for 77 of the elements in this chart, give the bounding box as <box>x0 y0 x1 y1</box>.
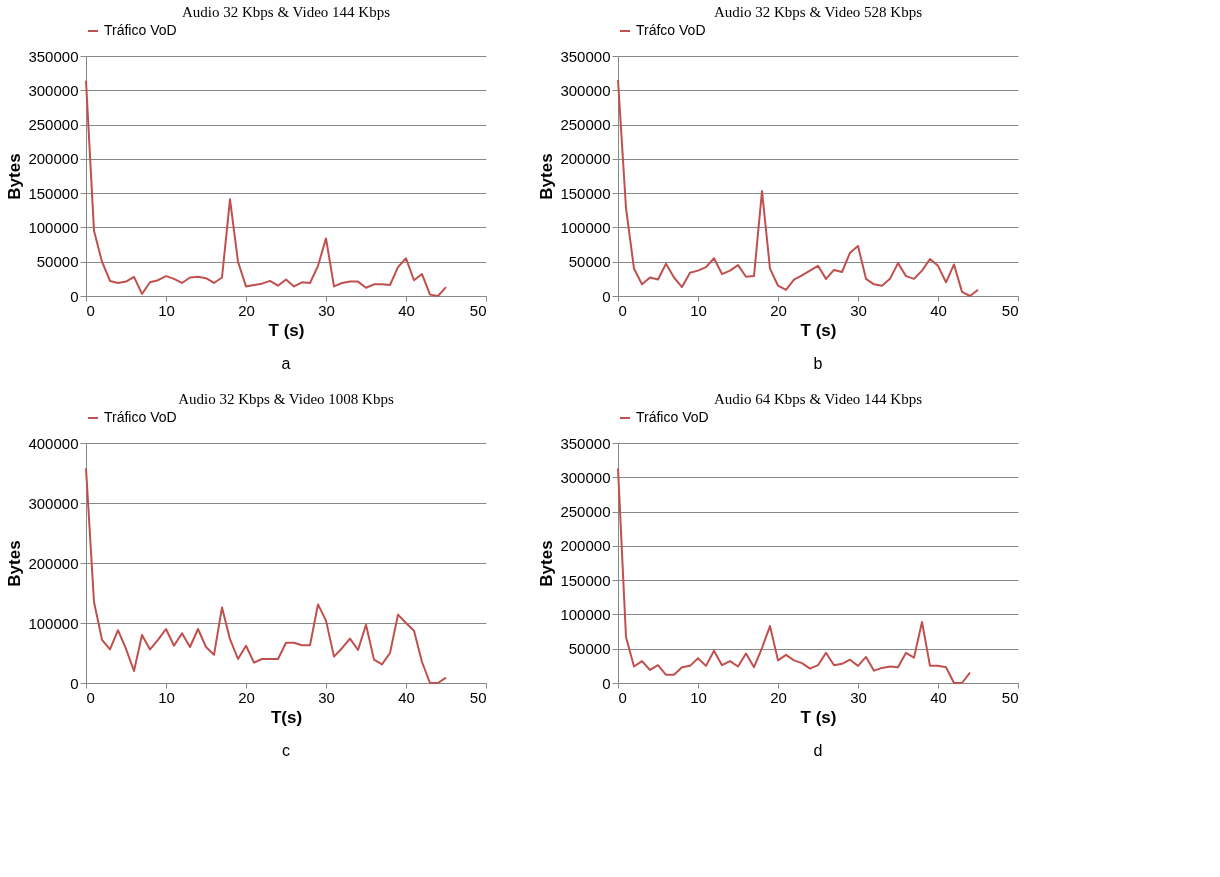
x-tick-label: 20 <box>770 688 787 706</box>
x-tick-label: 10 <box>158 301 175 319</box>
y-tick-label: 300000 <box>560 468 611 486</box>
y-tick-label: 250000 <box>560 116 611 134</box>
y-tick-label: 150000 <box>28 184 79 202</box>
x-tick-label: 0 <box>86 688 95 706</box>
x-tick-label: 30 <box>850 301 867 319</box>
x-axis-title: T (s) <box>268 320 305 340</box>
line-series <box>85 79 447 297</box>
text: b <box>813 355 823 372</box>
y-tick-label: 350000 <box>560 47 611 65</box>
y-tick-label: 0 <box>602 287 611 305</box>
y-tick-label: 250000 <box>28 116 79 134</box>
y-tick-label: 300000 <box>560 81 611 99</box>
y-tick-label: 300000 <box>28 81 79 99</box>
y-tick-label: 200000 <box>28 150 79 168</box>
x-tick-label: 40 <box>398 688 415 706</box>
x-tick-label: 0 <box>618 301 627 319</box>
x-tick-label: 30 <box>850 688 867 706</box>
y-tick-label: 50000 <box>568 640 611 658</box>
x-tick-label: 50 <box>469 688 487 706</box>
y-tick-label: 150000 <box>560 571 611 589</box>
y-tick-label: 200000 <box>560 150 611 168</box>
y-axis-title: Bytes <box>5 540 25 587</box>
line-series <box>85 467 447 684</box>
x-tick-label: 50 <box>1001 301 1019 319</box>
y-tick-label: 250000 <box>560 503 611 521</box>
y-tick-label: 50000 <box>36 253 79 271</box>
text: c <box>282 742 290 759</box>
legend-label: Tráfco VoD <box>636 22 706 38</box>
x-axis-title: T (s) <box>800 707 837 727</box>
y-tick-label: 200000 <box>560 537 611 555</box>
x-tick-label: 40 <box>930 688 947 706</box>
text: a <box>281 355 291 372</box>
x-axis-title: T(s) <box>270 707 303 727</box>
text: d <box>813 742 823 759</box>
y-axis-title: Bytes <box>537 540 557 587</box>
line-series <box>617 79 979 297</box>
legend-label: Tráfico VoD <box>636 409 709 425</box>
legend-label: Tráfico VoD <box>104 409 177 425</box>
chart-title: Audio 64 Kbps & Video 144 Kbps <box>714 391 923 407</box>
line-series <box>617 467 971 684</box>
x-tick-label: 20 <box>238 688 255 706</box>
y-axis-title: Bytes <box>537 153 557 200</box>
x-tick-label: 0 <box>86 301 95 319</box>
x-tick-label: 10 <box>158 688 175 706</box>
x-tick-label: 20 <box>770 301 787 319</box>
y-tick-label: 0 <box>602 674 611 692</box>
x-tick-label: 10 <box>690 688 707 706</box>
x-tick-label: 50 <box>469 301 487 319</box>
x-tick-label: 30 <box>318 301 335 319</box>
x-tick-label: 40 <box>930 301 947 319</box>
y-tick-label: 400000 <box>28 434 79 452</box>
chart-title: Audio 32 Kbps & Video 1008 Kbps <box>178 391 394 407</box>
y-tick-label: 350000 <box>560 434 611 452</box>
y-axis-title: Bytes <box>5 153 25 200</box>
y-tick-label: 100000 <box>560 218 611 236</box>
x-axis-title: T (s) <box>800 320 837 340</box>
y-tick-label: 100000 <box>28 614 79 632</box>
y-tick-label: 50000 <box>568 253 611 271</box>
y-tick-label: 150000 <box>560 184 611 202</box>
y-tick-label: 0 <box>70 674 79 692</box>
y-tick-label: 0 <box>70 287 79 305</box>
x-tick-label: 50 <box>1001 688 1019 706</box>
chart-title: Audio 32 Kbps & Video 528 Kbps <box>714 4 923 20</box>
y-tick-label: 300000 <box>28 494 79 512</box>
chart-title: Audio 32 Kbps & Video 144 Kbps <box>182 4 391 20</box>
y-tick-label: 100000 <box>28 218 79 236</box>
y-tick-label: 350000 <box>28 47 79 65</box>
legend-label: Tráfico VoD <box>104 22 177 38</box>
x-tick-label: 20 <box>238 301 255 319</box>
x-tick-label: 30 <box>318 688 335 706</box>
x-tick-label: 10 <box>690 301 707 319</box>
y-tick-label: 200000 <box>28 554 79 572</box>
x-tick-label: 40 <box>398 301 415 319</box>
x-tick-label: 0 <box>618 688 627 706</box>
y-tick-label: 100000 <box>560 605 611 623</box>
